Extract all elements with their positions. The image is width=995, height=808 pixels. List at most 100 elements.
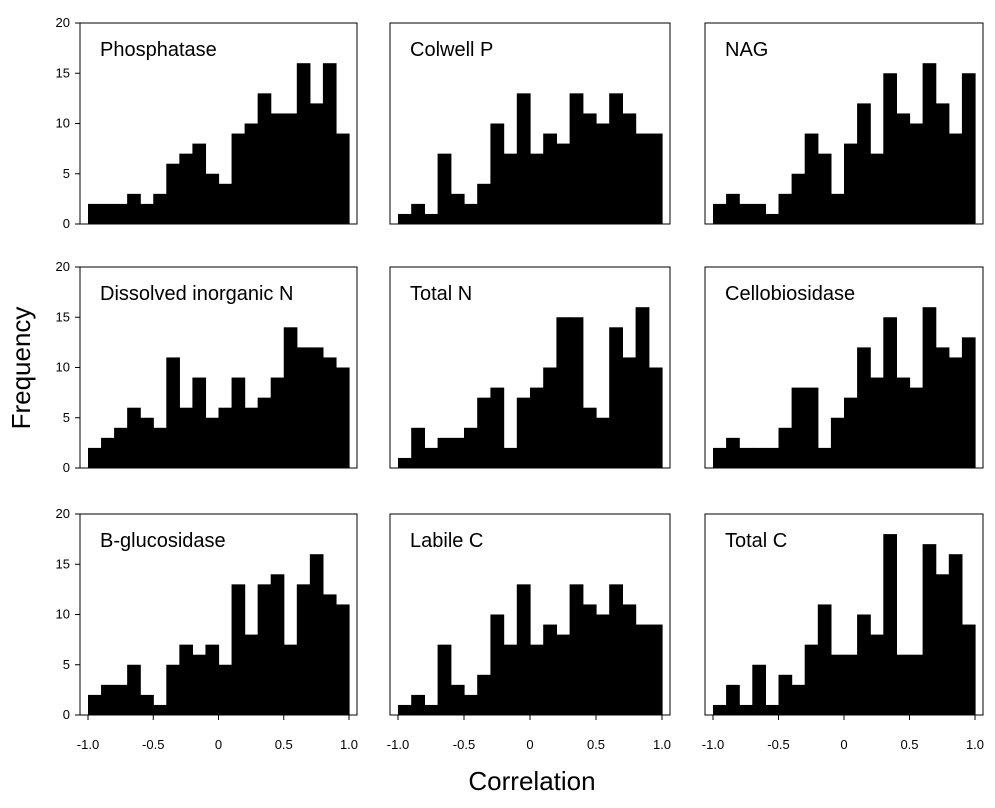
histogram-bar	[883, 317, 897, 468]
histogram-bar	[503, 447, 518, 468]
histogram-bar	[765, 447, 780, 468]
histogram-bar	[218, 183, 233, 224]
histogram-bar	[153, 704, 167, 715]
histogram-bar	[218, 407, 233, 468]
histogram-bar	[530, 644, 544, 715]
histogram-bar	[101, 684, 115, 715]
histogram-panel: Colwell P	[389, 22, 671, 225]
histogram-bar	[530, 153, 544, 224]
histogram-bar	[609, 93, 623, 224]
histogram-bar	[140, 417, 154, 468]
histogram-bar	[543, 624, 557, 715]
histogram-bar	[335, 133, 350, 224]
histogram-bar	[398, 704, 412, 715]
histogram-bar	[114, 203, 128, 224]
histogram-bar	[830, 654, 845, 715]
histogram-bar	[739, 447, 753, 468]
histogram-bar	[490, 387, 505, 468]
x-tick-label: -1.0	[387, 737, 409, 752]
histogram-bar	[179, 153, 193, 224]
histogram-bar	[477, 183, 491, 224]
histogram-bar	[596, 417, 610, 468]
histogram-bar	[218, 664, 233, 715]
x-tick-label: 0	[215, 737, 222, 752]
histogram-bar	[309, 347, 324, 468]
histogram-bar	[622, 604, 637, 715]
histogram-bar	[516, 584, 531, 715]
x-tick-label: 0	[840, 737, 847, 752]
x-tick-label: 0	[526, 737, 533, 752]
histogram-bar	[569, 93, 584, 224]
histogram-bar	[752, 664, 766, 715]
histogram-bar	[205, 173, 220, 224]
histogram-bar	[205, 417, 220, 468]
histogram-bar	[166, 163, 180, 224]
histogram-bar	[635, 133, 650, 224]
histogram-bar	[270, 377, 285, 468]
histogram-bar	[114, 427, 128, 468]
histogram-bar	[582, 407, 597, 468]
histogram-bar	[398, 457, 412, 468]
histogram-bar	[609, 327, 623, 468]
histogram-bar	[296, 347, 311, 468]
histogram-bar	[153, 427, 167, 468]
histogram-bar	[231, 584, 246, 715]
histogram-bar	[490, 123, 505, 224]
histogram-bar	[309, 554, 324, 715]
y-tick-label: 15	[56, 556, 70, 571]
histogram-bar	[791, 173, 806, 224]
histogram-bar	[270, 574, 285, 715]
histogram-bar	[713, 203, 727, 224]
x-tick-label: -0.5	[767, 737, 789, 752]
histogram-bar	[424, 213, 439, 224]
histogram-bar	[948, 357, 963, 468]
y-tick-label: 0	[63, 707, 70, 722]
histogram-bar	[582, 113, 597, 224]
histogram-bar	[635, 624, 650, 715]
histogram-bar	[490, 614, 505, 715]
histogram-bar	[450, 437, 465, 468]
x-tick-label: 0.5	[587, 737, 605, 752]
histogram-bar	[424, 704, 439, 715]
histogram-bar	[804, 644, 819, 715]
histogram-panel: Cellobiosidase	[704, 266, 984, 469]
histogram-bar	[192, 654, 207, 715]
histogram-bar	[935, 347, 950, 468]
histogram-bar	[231, 377, 246, 468]
histogram-panel: Total C -1.0 -0.5 0 0.5 1.0	[702, 513, 984, 752]
histogram-bar	[516, 397, 531, 468]
histogram-bar	[765, 213, 780, 224]
histogram-bar	[635, 307, 650, 468]
histogram-bar	[922, 544, 937, 715]
histogram-bar	[231, 133, 246, 224]
histogram-bar	[309, 103, 324, 224]
histogram-bar	[909, 123, 924, 224]
panel-frame	[704, 266, 984, 469]
histogram-bar	[88, 203, 102, 224]
histogram-bar	[244, 123, 259, 224]
histogram-panel: NAG	[704, 22, 984, 225]
histogram-panel: B-glucosidase 0 5 10 15 20 -1.0 -0.5 0 0.5 1.0	[56, 506, 359, 752]
histogram-bar	[896, 654, 911, 715]
panel-title: Labile C	[410, 530, 483, 552]
panel-frame	[389, 22, 671, 225]
histogram-bar	[713, 704, 727, 715]
histogram-bar	[114, 684, 128, 715]
y-tick-label: 5	[63, 410, 70, 425]
histogram-bar	[556, 143, 571, 224]
histogram-bar	[477, 397, 491, 468]
histogram-bar	[909, 654, 924, 715]
histogram-bar	[817, 604, 832, 715]
histogram-bar	[192, 377, 207, 468]
histogram-bar	[283, 644, 298, 715]
x-axis-title: Correlation	[468, 766, 595, 796]
histogram-bar	[179, 407, 193, 468]
histogram-bar	[244, 634, 259, 715]
histogram-bar	[270, 113, 285, 224]
histogram-bar	[909, 387, 924, 468]
histogram-bar	[530, 387, 544, 468]
histogram-bar	[922, 63, 937, 225]
y-tick-label: 15	[56, 309, 70, 324]
histogram-bar	[896, 377, 911, 468]
panel-title: Dissolved inorganic N	[100, 283, 293, 305]
